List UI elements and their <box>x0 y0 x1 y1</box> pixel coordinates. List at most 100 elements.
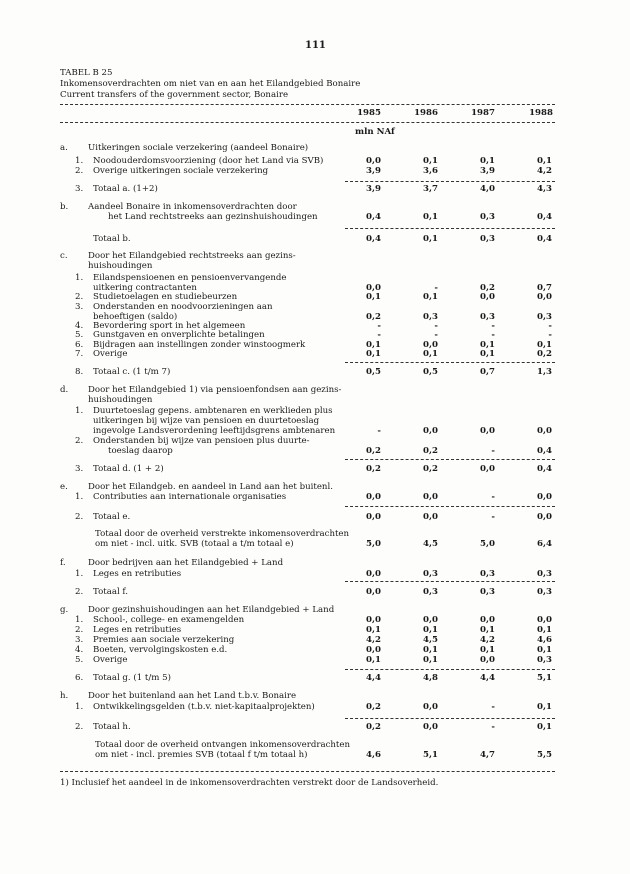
grand-total-label: om niet - incl. uitk. SVB (totaal a t/m … <box>95 539 294 550</box>
cell-value-1987: - <box>491 446 495 457</box>
cell-value-1988: 0,2 <box>537 349 552 359</box>
cell-value-1985: 0,2 <box>366 722 381 732</box>
row-label: Onderstanden bij wijze van pensioen plus… <box>93 436 310 446</box>
cell-value-1988: 0,1 <box>537 340 552 350</box>
cell-value-1988: - <box>548 321 552 331</box>
item-number: 1. <box>75 569 84 579</box>
row-label: Noodouderdomsvoorziening (door het Land … <box>93 156 324 166</box>
cell-value-1987: 5,0 <box>480 539 495 550</box>
section-letter: b. <box>60 202 69 212</box>
cell-value-1986: 0,1 <box>423 349 438 359</box>
cell-value-1987: 0,1 <box>480 645 495 655</box>
cell-value-1985: 5,0 <box>366 539 381 550</box>
cell-value-1988: 6,4 <box>537 539 552 550</box>
cell-value-1988: 0,3 <box>537 655 552 665</box>
cell-value-1986: 4,5 <box>423 539 438 550</box>
cell-value-1988: - <box>548 330 552 340</box>
cell-value-1985: 0,0 <box>366 569 381 579</box>
cell-value-1986: 0,0 <box>423 702 438 712</box>
table-id: TABEL B 25 <box>60 68 113 78</box>
cell-value-1987: 0,3 <box>480 569 495 579</box>
item-number: 2. <box>75 587 84 597</box>
cell-value-1988: 0,0 <box>537 426 552 437</box>
section-label: Door het buitenland aan het Land t.b.v. … <box>88 691 297 701</box>
cell-value-1988: 0,1 <box>537 702 552 712</box>
cell-value-1987: 0,0 <box>480 464 495 474</box>
row-label: Totaal g. (1 t/m 5) <box>93 673 171 683</box>
cell-value-1988: 0,0 <box>537 512 552 522</box>
cell-value-1988: 0,4 <box>537 464 552 474</box>
cell-value-1988: 5,1 <box>537 673 552 683</box>
year-header: 1987 <box>471 108 495 118</box>
cell-value-1985: 0,1 <box>366 625 381 635</box>
section-label: Door gezinshuishoudingen aan het Eilandg… <box>88 605 335 615</box>
item-number: 1. <box>75 156 84 166</box>
cell-value-1985: - <box>377 426 381 437</box>
row-label: Leges en retributies <box>93 625 182 635</box>
divider <box>60 771 555 772</box>
row-label: uitkeringen bij wijze van pensioen en du… <box>93 416 320 427</box>
cell-value-1985: 0,1 <box>366 349 381 359</box>
cell-value-1987: 3,9 <box>480 166 495 176</box>
cell-value-1987: 0,3 <box>480 312 495 323</box>
cell-value-1988: 0,3 <box>537 312 552 323</box>
section-label: het Land rechtstreeks aan gezinshuishoud… <box>108 212 318 223</box>
section-letter: d. <box>60 385 69 395</box>
item-number: 1. <box>75 615 84 625</box>
cell-value-1987: 0,0 <box>480 615 495 625</box>
cell-value-1986: 0,0 <box>423 426 438 437</box>
row-label: Overige <box>93 655 128 665</box>
cell-value-1988: 0,3 <box>537 587 552 597</box>
cell-value-1987: - <box>491 321 495 331</box>
cell-value-1988: 0,7 <box>537 283 552 294</box>
item-number: 5. <box>75 330 84 340</box>
item-number: 2. <box>75 436 84 446</box>
cell-value-1987: 4,4 <box>480 673 495 683</box>
subtotal-divider <box>345 581 555 582</box>
cell-value-1987: 0,7 <box>480 367 495 377</box>
subtotal-divider <box>345 506 555 507</box>
cell-value-1986: - <box>434 330 438 340</box>
cell-value-1985: 0,5 <box>366 367 381 377</box>
year-header: 1988 <box>529 108 553 118</box>
section-label: huishoudingen <box>88 261 153 272</box>
footnote: 1) Inclusief het aandeel in de inkomenso… <box>60 778 439 788</box>
cell-value-1986: - <box>434 321 438 331</box>
cell-value-1988: 4,6 <box>537 635 552 645</box>
cell-value-1986: 0,0 <box>423 340 438 350</box>
item-number: 3. <box>75 635 84 645</box>
cell-value-1988: 0,1 <box>537 722 552 732</box>
subtotal-divider <box>345 669 555 670</box>
item-number: 3. <box>75 464 84 474</box>
row-label: Contributies aan internationale organisa… <box>93 492 287 502</box>
unit-label: mln NAf <box>355 127 395 137</box>
cell-value-1985: 0,0 <box>366 283 381 294</box>
cell-value-1988: 0,1 <box>537 625 552 635</box>
row-label: Premies aan sociale verzekering <box>93 635 235 645</box>
cell-value-1987: 0,3 <box>480 587 495 597</box>
cell-value-1986: 0,5 <box>423 367 438 377</box>
section-label: Door bedrijven aan het Eilandgebied + La… <box>88 558 284 568</box>
item-number: 6. <box>75 673 84 683</box>
row-label: Overige <box>93 349 128 359</box>
cell-value-1987: 0,1 <box>480 156 495 166</box>
item-number: 1. <box>75 406 84 416</box>
cell-value-1985: 0,1 <box>366 340 381 350</box>
cell-value-1986: 0,1 <box>423 655 438 665</box>
cell-value-1986: 0,0 <box>423 492 438 502</box>
year-header: 1985 <box>357 108 381 118</box>
cell-value-1987: 0,1 <box>480 625 495 635</box>
item-number: 2. <box>75 625 84 635</box>
cell-value-1985: 0,2 <box>366 446 381 457</box>
row-label: Bijdragen aan instellingen zonder winsto… <box>93 340 306 350</box>
cell-value-1987: - <box>491 330 495 340</box>
cell-value-1985: 0,1 <box>366 292 381 302</box>
cell-value-1986: 0,2 <box>423 464 438 474</box>
item-number: 1. <box>75 492 84 502</box>
divider <box>60 122 555 123</box>
cell-value-1988: 5,5 <box>537 750 552 761</box>
cell-value-1986: 0,1 <box>423 156 438 166</box>
item-number: 3. <box>75 302 84 312</box>
cell-value-1986: 0,3 <box>423 312 438 323</box>
title-dutch: Inkomensoverdrachten om niet van en aan … <box>60 79 361 89</box>
